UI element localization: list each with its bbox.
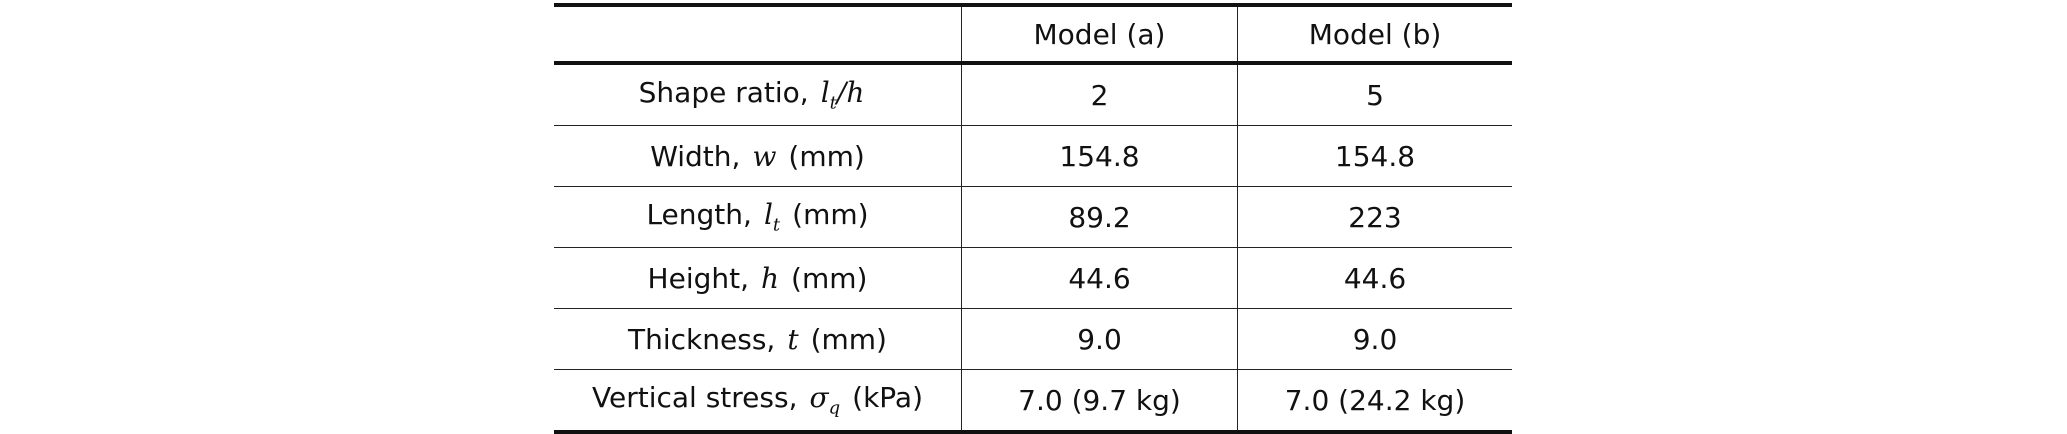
symbol: w xyxy=(752,139,777,173)
table-row: Height, h (mm) 44.6 44.6 xyxy=(554,247,1512,309)
math-symbol: lt xyxy=(763,198,780,236)
header-cell xyxy=(554,5,962,65)
subscript: t xyxy=(772,214,781,236)
symbol: σ xyxy=(809,381,829,415)
math-symbol: /h xyxy=(837,76,864,109)
row-label: Shape ratio, lt/h xyxy=(554,63,962,126)
label-text: (kPa) xyxy=(852,381,923,415)
math-symbol: w xyxy=(752,140,776,173)
subscript: t xyxy=(829,92,837,114)
label-text: Length, xyxy=(646,198,752,232)
label-text: (mm) xyxy=(791,261,868,295)
table-row: Thickness, t (mm) 9.0 9.0 xyxy=(554,308,1512,370)
value-cell: 154.8 xyxy=(1237,125,1512,187)
label-text: (mm) xyxy=(788,139,865,173)
label-text: (mm) xyxy=(792,198,869,232)
value-cell: 5 xyxy=(1237,63,1512,126)
symbol: h xyxy=(761,261,780,295)
table-row: Vertical stress, σq (kPa) 7.0 (9.7 kg) 7.0 (… xyxy=(554,369,1512,434)
math-symbol: lt xyxy=(820,76,837,114)
row-label: Height, h (mm) xyxy=(554,247,962,309)
header-row: Model (a) Model (b) xyxy=(554,5,1512,65)
math-symbol: t xyxy=(787,323,798,356)
label-text: Shape ratio, xyxy=(638,76,809,110)
label-text: (mm) xyxy=(810,322,887,356)
table-row: Width, w (mm) 154.8 154.8 xyxy=(554,125,1512,187)
label-text: Thickness, xyxy=(628,322,776,356)
value-cell: 154.8 xyxy=(961,125,1238,187)
symbol: /h xyxy=(836,76,865,110)
value-cell: 7.0 (9.7 kg) xyxy=(961,369,1238,434)
symbol: t xyxy=(787,322,799,356)
value-cell: 89.2 xyxy=(961,186,1238,248)
row-label: Vertical stress, σq (kPa) xyxy=(554,369,962,434)
header-cell: Model (a) xyxy=(961,5,1238,65)
symbol: l xyxy=(820,76,830,110)
table-row: Length, lt (mm) 89.2 223 xyxy=(554,186,1512,248)
math-symbol: h xyxy=(761,262,779,295)
value-cell: 9.0 xyxy=(961,308,1238,370)
data-table: Model (a) Model (b) Shape ratio, lt/h 2 5 Widt… xyxy=(554,3,1512,434)
row-label: Thickness, t (mm) xyxy=(554,308,962,370)
label-text: Width, xyxy=(650,139,741,173)
value-cell: 2 xyxy=(961,63,1238,126)
label-text: Vertical stress, xyxy=(592,381,798,415)
subscript: q xyxy=(828,397,841,419)
row-label: Width, w (mm) xyxy=(554,125,962,187)
table-row: Shape ratio, lt/h 2 5 xyxy=(554,63,1512,126)
value-cell: 44.6 xyxy=(961,247,1238,309)
value-cell: 7.0 (24.2 kg) xyxy=(1237,369,1512,434)
symbol: l xyxy=(763,198,773,232)
value-cell: 9.0 xyxy=(1237,308,1512,370)
label-text: Height, xyxy=(647,261,749,295)
value-cell: 44.6 xyxy=(1237,247,1512,309)
header-cell: Model (b) xyxy=(1237,5,1512,65)
value-cell: 223 xyxy=(1237,186,1512,248)
row-label: Length, lt (mm) xyxy=(554,186,962,248)
math-symbol: σq xyxy=(809,381,840,419)
